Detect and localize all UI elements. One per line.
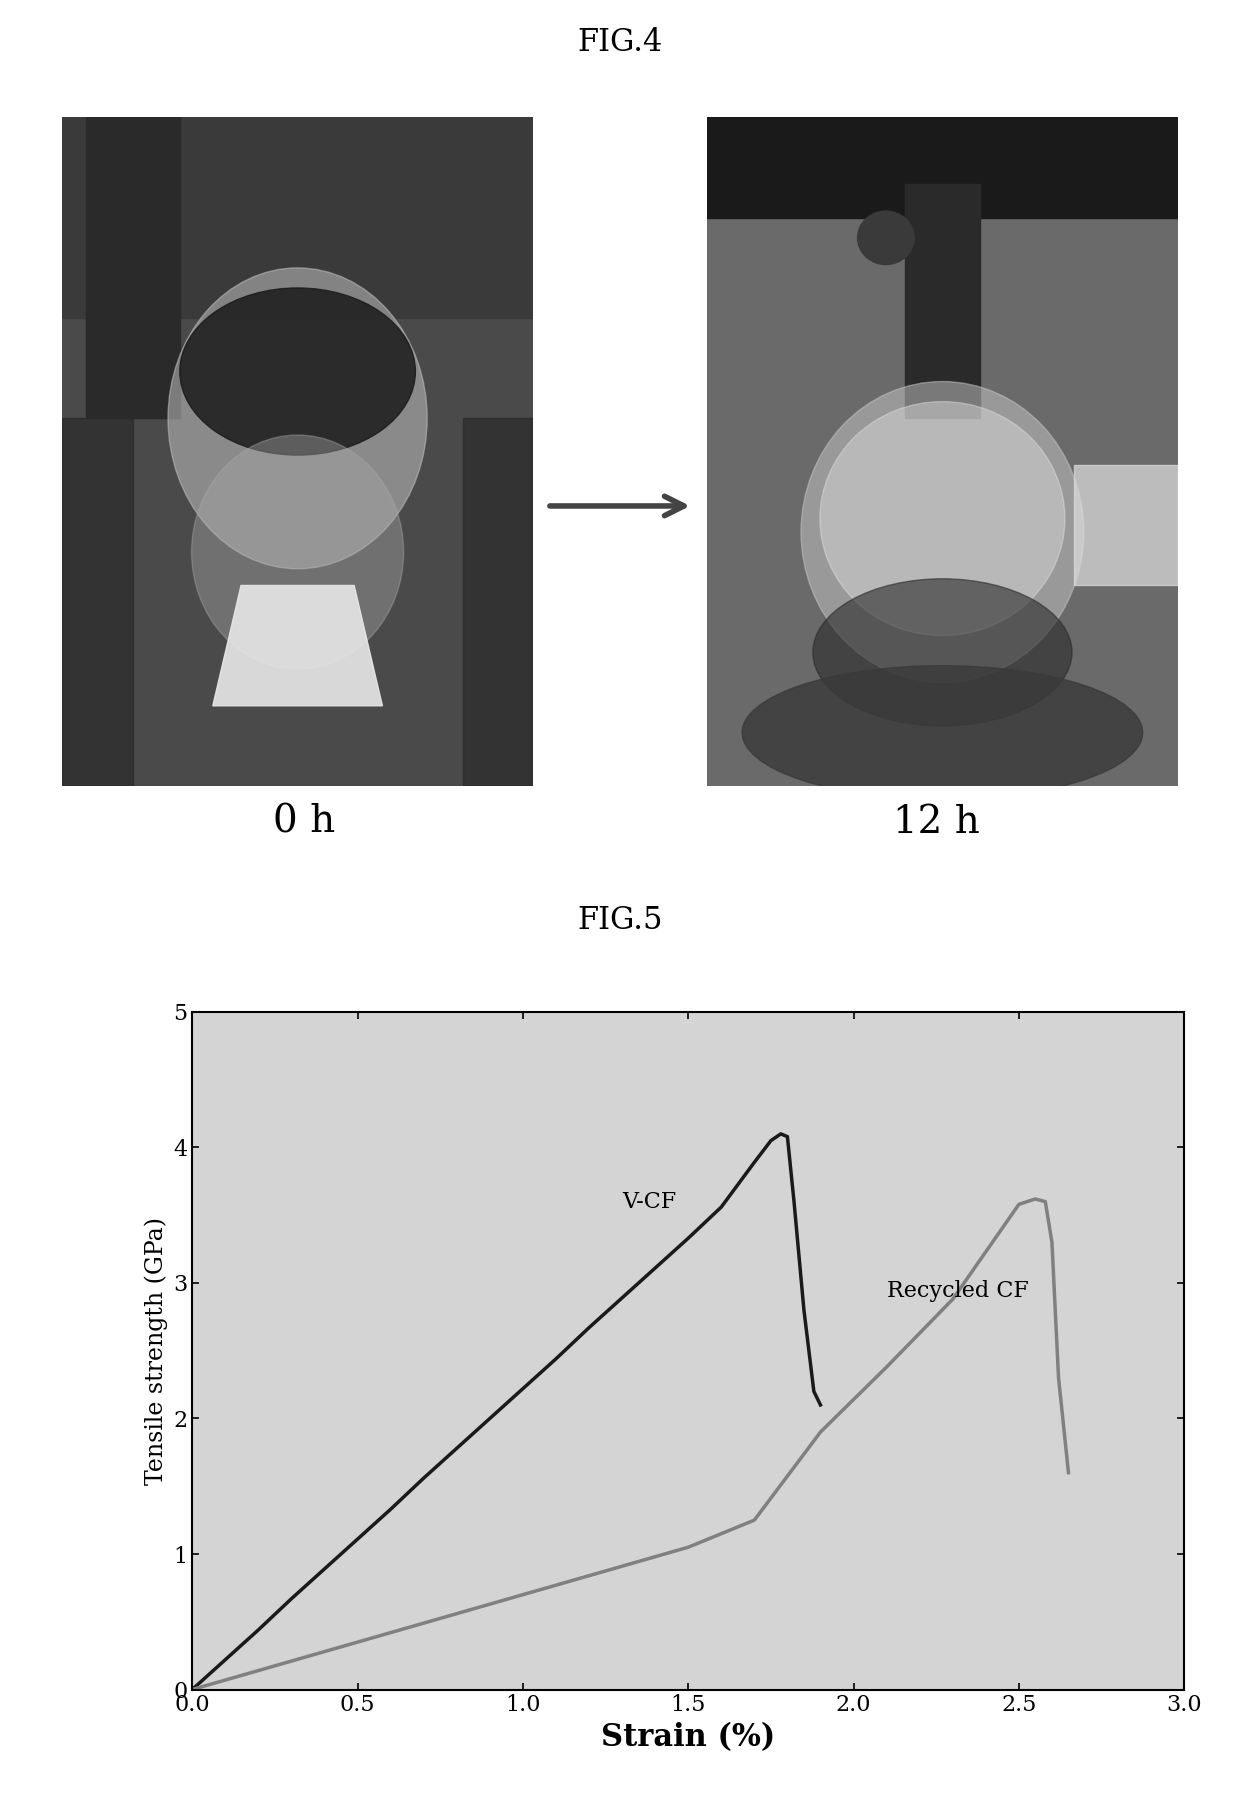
Ellipse shape [813,578,1071,726]
Ellipse shape [858,211,914,264]
Text: FIG.4: FIG.4 [578,27,662,58]
Bar [62,419,133,786]
Bar [905,184,980,419]
Text: V-CF: V-CF [622,1191,676,1214]
Bar [707,117,1178,219]
Text: 0 h: 0 h [273,804,335,840]
Bar [463,419,533,786]
Ellipse shape [820,401,1065,636]
Polygon shape [213,585,382,707]
Ellipse shape [801,381,1084,683]
Text: 12 h: 12 h [893,804,980,840]
Ellipse shape [191,435,404,669]
Bar [1074,464,1178,585]
Bar [86,117,180,419]
Text: Recycled CF: Recycled CF [887,1279,1028,1301]
Ellipse shape [169,267,427,569]
X-axis label: Strain (%): Strain (%) [601,1722,775,1753]
Y-axis label: Tensile strength (GPa): Tensile strength (GPa) [144,1216,167,1485]
Text: FIG.5: FIG.5 [578,905,662,936]
Bar [62,117,533,318]
Ellipse shape [180,287,415,455]
Ellipse shape [742,665,1143,799]
